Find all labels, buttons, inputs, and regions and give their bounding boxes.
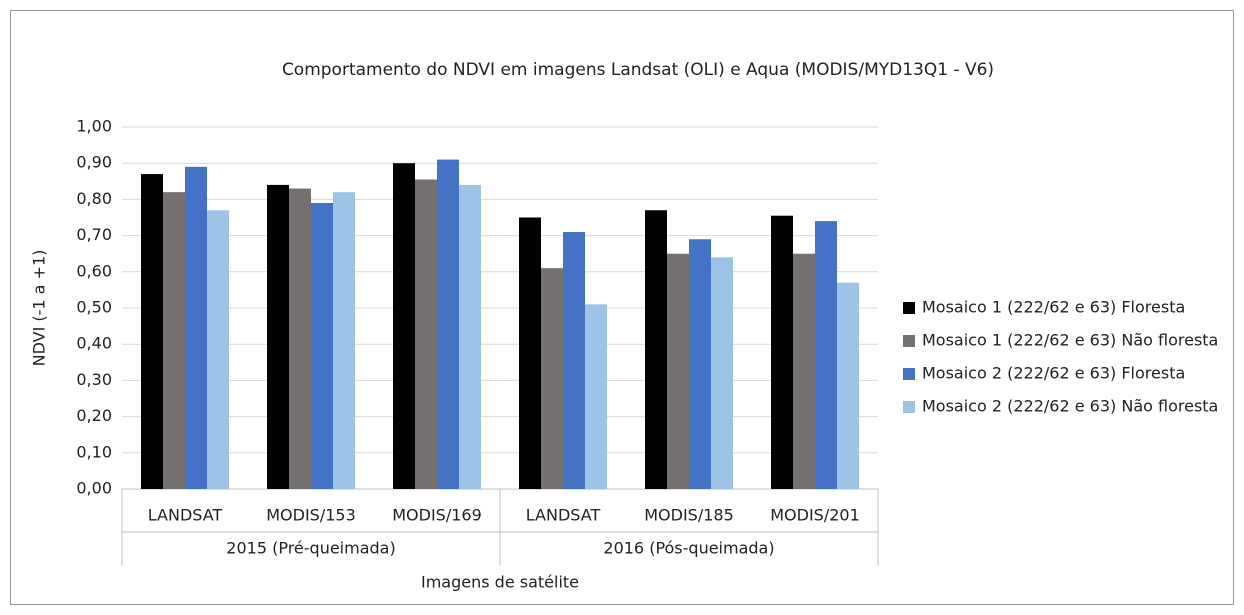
y-axis-label: NDVI (-1 a +1) [30, 250, 49, 367]
y-tick-label: 0,40 [76, 334, 112, 353]
bar [815, 221, 837, 489]
bar [185, 166, 207, 489]
y-tick-label: 0,50 [76, 298, 112, 317]
y-tick-label: 0,70 [76, 225, 112, 244]
x-tick-label: MODIS/153 [266, 506, 356, 525]
bar [519, 217, 541, 489]
y-tick-label: 0,80 [76, 189, 112, 208]
group-label: 2015 (Pré-queimada) [226, 539, 395, 558]
bar [541, 268, 563, 489]
legend-swatch [903, 368, 915, 380]
bar [163, 192, 185, 489]
legend-label: Mosaico 1 (222/62 e 63) Floresta [922, 298, 1185, 317]
bar [207, 210, 229, 489]
x-tick-label: MODIS/169 [392, 506, 482, 525]
x-tick-label: MODIS/201 [770, 506, 860, 525]
chart-title: Comportamento do NDVI em imagens Landsat… [282, 60, 994, 80]
bar [437, 159, 459, 489]
bar [837, 282, 859, 489]
bar [459, 184, 481, 490]
bar [415, 179, 437, 490]
y-tick-label: 0,00 [76, 479, 112, 498]
bar [667, 253, 689, 489]
y-tick-label: 0,10 [76, 442, 112, 461]
group-label: 2016 (Pós-queimada) [603, 539, 774, 558]
bar [771, 215, 793, 489]
bar [333, 192, 355, 489]
bar [689, 239, 711, 489]
x-axis-label: Imagens de satélite [421, 573, 579, 592]
bar [711, 257, 733, 489]
bar [793, 253, 815, 489]
legend-swatch [903, 401, 915, 413]
legend-swatch [903, 302, 915, 314]
y-tick-label: 1,00 [76, 117, 112, 136]
legend-label: Mosaico 2 (222/62 e 63) Não floresta [922, 397, 1218, 416]
x-tick-label: LANDSAT [526, 506, 601, 525]
bar [563, 231, 585, 490]
bar [645, 210, 667, 489]
y-tick-label: 0,60 [76, 261, 112, 280]
bar [267, 184, 289, 490]
x-tick-label: LANDSAT [148, 506, 223, 525]
legend-label: Mosaico 2 (222/62 e 63) Floresta [922, 364, 1185, 383]
x-tick-label: MODIS/185 [644, 506, 734, 525]
bar [311, 203, 333, 489]
y-tick-label: 0,30 [76, 370, 112, 389]
legend-swatch [903, 335, 915, 347]
y-tick-label: 0,90 [76, 153, 112, 172]
legend-label: Mosaico 1 (222/62 e 63) Não floresta [922, 331, 1218, 350]
bar [393, 163, 415, 489]
bar [585, 304, 607, 489]
y-tick-label: 0,20 [76, 406, 112, 425]
bar [289, 188, 311, 490]
bar [141, 174, 163, 489]
